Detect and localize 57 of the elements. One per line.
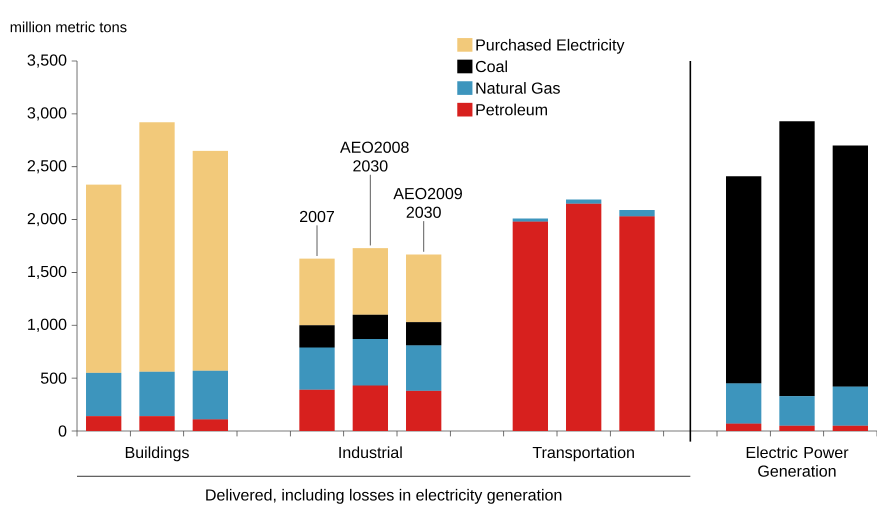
y-tick-label: 1,500 <box>28 266 66 280</box>
bar <box>299 325 335 348</box>
y-axis-title: million metric tons <box>10 22 127 32</box>
bar <box>86 416 122 431</box>
bar <box>406 390 442 431</box>
x-tick-label: Electric Power Generation <box>746 446 848 477</box>
bar <box>86 184 122 373</box>
bar <box>139 372 175 416</box>
bar <box>192 150 228 371</box>
bar <box>779 121 815 396</box>
bar <box>726 424 762 431</box>
bar <box>299 258 335 326</box>
bar <box>299 347 335 390</box>
bar <box>726 176 762 384</box>
bar <box>406 254 442 322</box>
x-tick-label: Industrial <box>339 446 402 458</box>
bar <box>566 204 602 431</box>
bar <box>406 345 442 391</box>
legend-label: Natural Gas <box>476 82 560 94</box>
bar <box>832 386 868 426</box>
bar <box>86 372 122 416</box>
bar <box>832 146 868 387</box>
y-tick-label: 2,500 <box>28 160 66 174</box>
x-tick-label: Transportation <box>532 446 634 462</box>
text: Delivered, including losses in electricity generation <box>206 488 562 504</box>
bar <box>352 314 388 340</box>
y-tick-label: 3,500 <box>28 54 66 68</box>
annotation: 2007 <box>300 210 334 222</box>
bar <box>726 383 762 424</box>
legend-label: Purchased Electricity <box>476 38 624 54</box>
y-tick-label: 2,000 <box>28 212 66 226</box>
annotation: AEO2008 2030 <box>340 142 409 172</box>
annotation: AEO2009 2030 <box>393 188 462 218</box>
bar <box>139 122 175 372</box>
x-tick-label: Buildings <box>126 446 189 462</box>
bar <box>352 339 388 386</box>
bar <box>352 248 388 315</box>
bar <box>139 416 175 431</box>
legend-label: Petroleum <box>476 104 547 116</box>
bar <box>832 426 868 431</box>
bar <box>192 419 228 431</box>
y-tick-label: 0 <box>58 425 66 437</box>
bar <box>299 390 335 431</box>
bar <box>512 218 548 222</box>
bar <box>619 216 655 431</box>
bar <box>512 222 548 431</box>
bar <box>352 386 388 431</box>
bar <box>779 396 815 426</box>
y-tick-label: 3,000 <box>28 107 66 120</box>
bar <box>192 370 228 420</box>
y-tick-label: 1,000 <box>28 318 66 332</box>
bar <box>566 199 602 204</box>
bar <box>406 322 442 346</box>
legend-label: Coal <box>476 60 507 72</box>
bar <box>779 426 815 431</box>
y-tick-label: 500 <box>40 372 66 384</box>
bar <box>619 210 655 216</box>
